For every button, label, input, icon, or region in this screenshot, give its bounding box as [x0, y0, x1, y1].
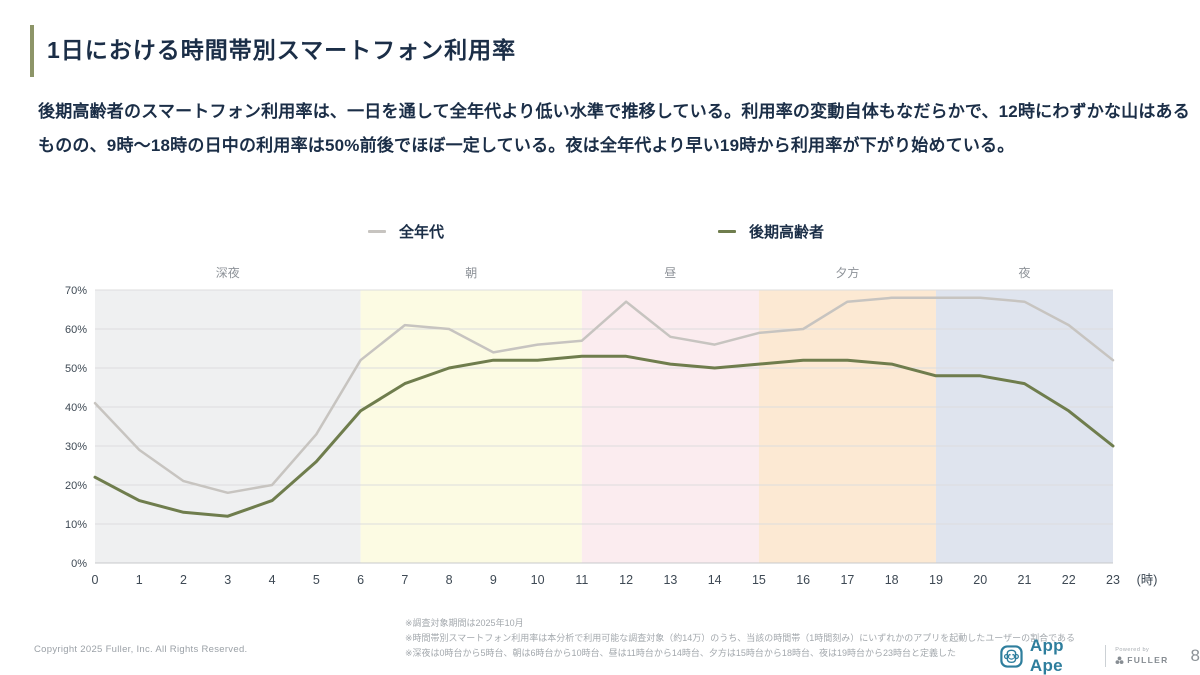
chart-x-tick: 20 [973, 573, 987, 587]
chart-band-label-morning: 朝 [465, 266, 477, 280]
chart-x-tick: 14 [708, 573, 722, 587]
chart-x-tick: 12 [619, 573, 633, 587]
app-ape-monkey-icon [1000, 644, 1023, 668]
chart-line-all-ages [93, 296, 1115, 495]
chart-x-tick: 18 [885, 573, 899, 587]
legend-label-all-ages: 全年代 [399, 224, 445, 241]
chart-band-noon [581, 290, 759, 563]
chart-x-tick: 13 [663, 573, 677, 587]
chart-band-morning [360, 290, 582, 563]
summary-line-1: 後期高齢者のスマートフォン利用率は、一日を通して全年代より低い水準で推移している… [38, 102, 1190, 121]
chart-y-tick: 60% [65, 324, 87, 336]
chart-x-tick: 3 [224, 573, 231, 587]
chart-x-tick: 19 [929, 573, 943, 587]
fuller-wordmark: FULLER [1127, 655, 1169, 665]
footnotes: ※調査対象期間は2025年10月 ※時間帯別スマートフォン利用率は本分析で利用可… [405, 616, 1075, 661]
legend-item-all-ages: 全年代 [368, 221, 444, 242]
chart-x-tick: 15 [752, 573, 766, 587]
brand-divider [1105, 645, 1107, 667]
chart-x-tick: 0 [92, 573, 99, 587]
chart-x-tick: 8 [446, 573, 453, 587]
chart-band-label-evening: 夕方 [835, 265, 859, 280]
chart-x-tick: 7 [401, 573, 408, 587]
chart-y-tick: 50% [65, 363, 87, 375]
page-title: 1日における時間帯別スマートフォン利用率 [47, 37, 517, 63]
chart-x-unit: (時) [1137, 573, 1158, 587]
chart-line-late-elderly [93, 354, 1115, 518]
chart-x-tick: 5 [313, 573, 320, 587]
chart-x-tick: 10 [531, 573, 545, 587]
chart-x-tick: 11 [575, 573, 588, 587]
copyright-text: Copyright 2025 Fuller, Inc. All Rights R… [34, 644, 248, 655]
legend-swatch-all-ages [368, 230, 386, 233]
title-accent-bar [30, 25, 34, 77]
chart-x-tick: 4 [269, 573, 276, 587]
chart-x-tick: 1 [136, 573, 143, 587]
powered-by-label: Powered by [1115, 647, 1150, 653]
chart-y-tick: 10% [65, 519, 87, 531]
chart-x-tick: 6 [357, 573, 364, 587]
chart-y-tick: 20% [65, 480, 87, 492]
footnote-line-2: ※時間帯別スマートフォン利用率は本分析で利用可能な調査対象（約14万）のうち、当… [405, 633, 1076, 643]
chart-band-label-night: 夜 [1018, 265, 1030, 280]
footnote-line-3: ※深夜は0時台から5時台、朝は6時台から10時台、昼は11時台から14時台、夕方… [405, 648, 956, 658]
legend-label-late-elderly: 後期高齢者 [749, 224, 825, 241]
chart-band-evening [758, 290, 936, 563]
legend-swatch-late-elderly [718, 230, 736, 233]
powered-by-block: Powered by FULLER [1115, 647, 1168, 665]
usage-rate-line-chart: 深夜朝昼夕方 夜0%10%20%30%40%50%60%70%0 1 2 3 4 5 6 7 8 9… [65, 265, 1158, 587]
chart-band-label-late-night: 深夜 [216, 265, 240, 280]
legend-item-late-elderly: 後期高齢者 [718, 221, 824, 242]
chart-x-tick: 17 [840, 573, 854, 587]
chart-x-tick: 9 [490, 573, 497, 587]
chart-y-tick: 30% [65, 441, 87, 453]
chart-band-label-noon: 昼 [664, 266, 676, 280]
chart-x-tick: 2 [180, 573, 187, 587]
fuller-mark-icon [1115, 655, 1124, 664]
chart-x-tick: 23 [1106, 573, 1120, 587]
brand-footer: App Ape Powered by FULLER 8 [1000, 636, 1200, 675]
app-ape-wordmark: App Ape [1029, 636, 1064, 675]
summary-line-2: ものの、9時〜18時の日中の利用率は50%前後でほぼ一定している。夜は全年代より… [38, 136, 1015, 155]
chart-x-tick: 21 [1018, 573, 1032, 587]
chart-y-tick: 40% [65, 402, 87, 414]
chart-y-tick: 0% [71, 558, 87, 570]
chart-x-tick: 22 [1062, 573, 1076, 587]
summary-paragraph: 後期高齢者のスマートフォン利用率は、一日を通して全年代より低い水準で推移している… [38, 95, 1190, 163]
page-number: 8 [1190, 646, 1200, 665]
chart-y-tick: 70% [65, 285, 87, 297]
footnote-line-1: ※調査対象期間は2025年10月 [405, 618, 524, 628]
chart-x-tick: 16 [796, 573, 810, 587]
